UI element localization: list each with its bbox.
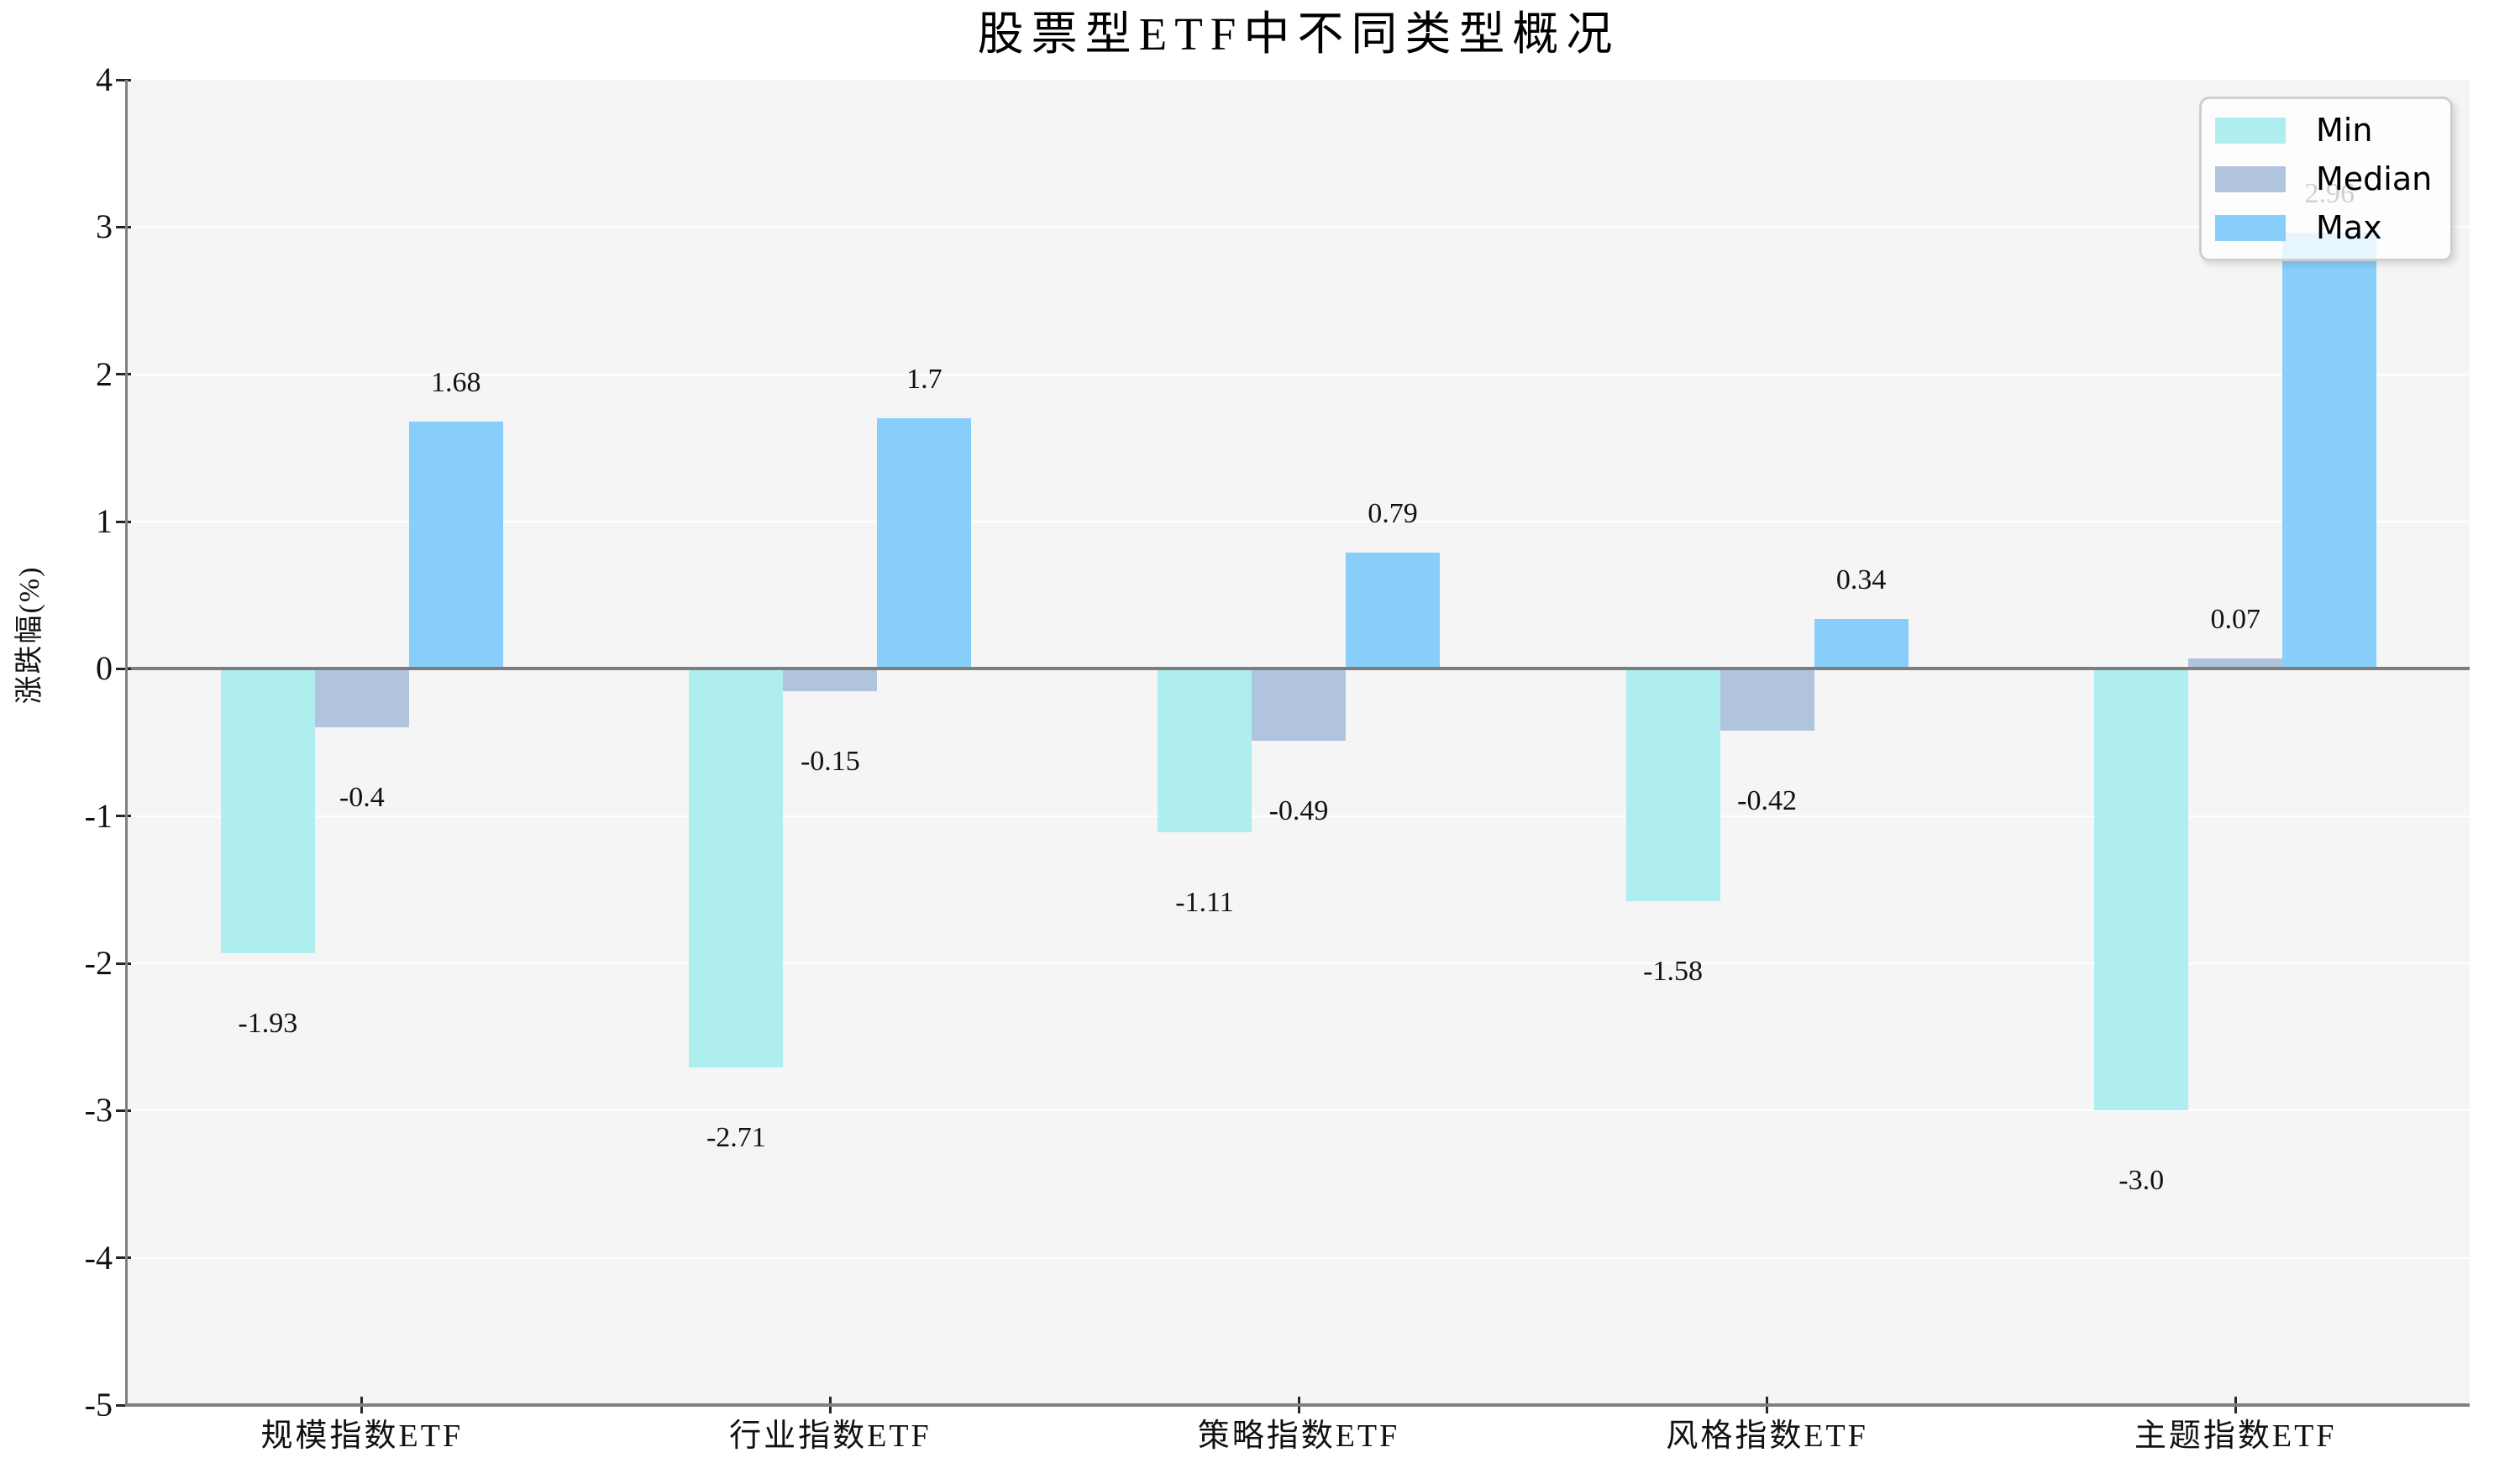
- y-tick-mark: [116, 78, 131, 81]
- y-tick-mark: [116, 667, 131, 670]
- y-tick-mark: [116, 520, 131, 523]
- gridline: [128, 1256, 2470, 1259]
- legend-label-min: Min: [2316, 112, 2373, 149]
- bar-max-4: [2282, 233, 2377, 669]
- y-tick-label: -5: [84, 1386, 113, 1424]
- y-tick-mark: [116, 1109, 131, 1112]
- y-tick-mark: [116, 225, 131, 228]
- bar-value-label-min-1: -2.71: [706, 1122, 766, 1154]
- bar-min-4: [2094, 669, 2189, 1111]
- x-tick-label: 策略指数ETF: [1197, 1418, 1400, 1454]
- y-tick-label: -2: [84, 944, 113, 982]
- bar-value-label-median-3: -0.42: [1737, 784, 1797, 816]
- bar-value-label-min-4: -3.0: [2119, 1165, 2165, 1197]
- bar-min-3: [1625, 669, 1720, 902]
- bar-value-label-min-2: -1.11: [1175, 886, 1234, 918]
- gridline: [128, 373, 2470, 375]
- y-tick-mark: [116, 1256, 131, 1260]
- bar-value-label-min-3: -1.58: [1643, 956, 1703, 988]
- median-series-swatch: [2215, 165, 2286, 192]
- bar-value-label-min-0: -1.93: [238, 1007, 298, 1039]
- bar-value-label-median-4: 0.07: [2210, 604, 2260, 636]
- legend-item-median: Median: [2210, 157, 2442, 201]
- legend-label-max: Max: [2316, 209, 2382, 246]
- max-series-swatch: [2215, 214, 2286, 241]
- bar-min-2: [1158, 669, 1252, 832]
- bar-max-2: [1346, 552, 1440, 669]
- legend: Min Median Max: [2199, 97, 2453, 261]
- zero-axis-line: [128, 667, 2470, 671]
- x-tick-label: 行业指数ETF: [729, 1418, 932, 1454]
- bar-max-1: [877, 418, 972, 669]
- gridline: [128, 226, 2470, 228]
- bar-value-label-max-3: 0.34: [1835, 564, 1887, 595]
- bar-min-1: [689, 669, 784, 1068]
- y-tick-label: 1: [96, 502, 113, 540]
- bar-value-label-max-2: 0.79: [1368, 497, 1418, 529]
- bar-median-0: [314, 669, 409, 728]
- bar-median-2: [1252, 669, 1346, 742]
- y-tick-label: 0: [96, 649, 113, 688]
- plot-area: [128, 80, 2470, 1405]
- bar-median-4: [2188, 658, 2283, 669]
- bar-value-label-median-0: -0.4: [339, 782, 385, 814]
- y-tick-label: -4: [84, 1238, 113, 1277]
- legend-item-min: Min: [2210, 108, 2442, 152]
- bar-value-label-max-0: 1.68: [431, 366, 481, 398]
- y-tick-mark: [116, 815, 131, 818]
- bar-median-3: [1720, 669, 1814, 731]
- y-tick-mark: [116, 962, 131, 965]
- x-tick-label: 主题指数ETF: [2134, 1418, 2337, 1454]
- y-axis-line: [125, 80, 128, 1407]
- bar-max-0: [408, 421, 503, 669]
- y-tick-label: -3: [84, 1091, 113, 1130]
- bar-value-label-median-1: -0.15: [800, 745, 860, 777]
- chart-title: 股票型ETF中不同类型概况: [977, 8, 1620, 60]
- x-tick-label: 风格指数ETF: [1666, 1418, 1868, 1454]
- legend-label-median: Median: [2316, 160, 2433, 197]
- bar-max-3: [1814, 618, 1909, 669]
- y-tick-label: -1: [84, 796, 113, 835]
- y-tick-label: 3: [96, 207, 113, 246]
- bar-median-1: [783, 669, 878, 691]
- x-axis-line: [125, 1403, 2470, 1407]
- bar-min-0: [220, 669, 315, 953]
- min-series-swatch: [2215, 117, 2286, 144]
- bar-value-label-max-1: 1.7: [906, 364, 942, 396]
- bar-value-label-median-2: -0.49: [1268, 795, 1329, 827]
- y-tick-label: 4: [96, 60, 113, 98]
- gridline: [128, 962, 2470, 964]
- gridline: [128, 521, 2470, 522]
- gridline: [128, 1109, 2470, 1112]
- y-tick-label: 2: [96, 354, 113, 393]
- y-tick-mark: [116, 1403, 131, 1407]
- y-tick-mark: [116, 373, 131, 376]
- x-tick-label: 规模指数ETF: [260, 1418, 464, 1454]
- legend-item-max: Max: [2210, 206, 2442, 249]
- gridline: [128, 815, 2470, 817]
